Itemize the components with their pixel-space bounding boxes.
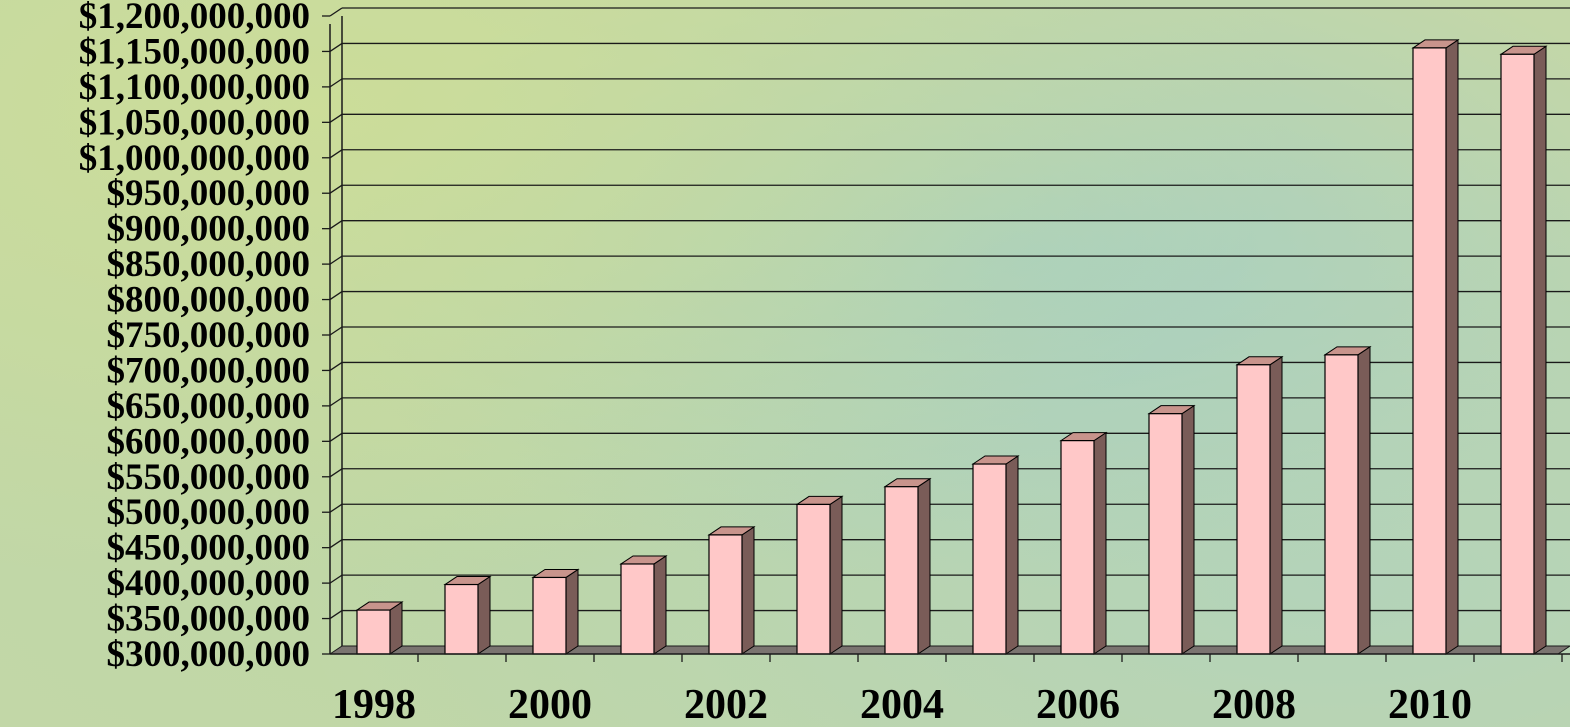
y-axis: $300,000,000$350,000,000$400,000,000$450… [79,0,331,675]
gridline-side [329,468,343,478]
bar-2001 [619,555,668,655]
bar-side [741,525,755,655]
bar-front [1324,354,1359,655]
bar-2006 [1059,431,1108,655]
gridline-side [329,503,343,513]
bar-2007 [1147,404,1196,655]
y-tick-label: $1,200,000,000 [79,0,310,37]
y-tick-label: $900,000,000 [107,209,311,250]
bar-front [884,486,919,655]
bar-2005 [971,455,1020,655]
y-tick-label: $800,000,000 [107,280,311,321]
gridline-side [329,42,343,52]
gridline-side [329,361,343,371]
bar-front [708,534,743,655]
y-tick-label: $550,000,000 [107,457,311,498]
x-tick-label: 2010 [1388,682,1472,727]
bar-front [972,463,1007,655]
bar-front [1060,440,1095,655]
x-tick-label: 2002 [684,682,768,727]
bar-side [917,477,931,655]
gridline-side [329,7,343,17]
gridline-side [329,78,343,88]
bar-side [1181,404,1195,655]
y-tick-label: $950,000,000 [107,173,311,214]
bar-2002 [707,525,756,655]
bar-front [1412,47,1447,655]
bar-side [829,495,843,655]
gridline-side [329,149,343,159]
bar-side [1357,345,1371,655]
y-tick-label: $1,150,000,000 [79,31,310,72]
bar-side [389,601,403,655]
bar-front [444,583,479,655]
y-tick-label: $400,000,000 [107,563,311,604]
bar-side [653,555,667,655]
y-tick-label: $850,000,000 [107,244,311,285]
x-tick-label: 2006 [1036,682,1120,727]
bar-2004 [883,477,932,655]
floor [328,645,1570,655]
gridline-side [329,326,343,336]
gridline-side [329,397,343,407]
bar-2009 [1323,345,1372,655]
y-tick-label: $450,000,000 [107,528,311,569]
bar-side [565,568,579,655]
gridline-side [329,610,343,620]
y-tick-label: $1,100,000,000 [79,67,310,108]
gridline-side [329,539,343,549]
bar-side [477,575,491,655]
bar-side [1005,455,1019,655]
y-tick-label: $600,000,000 [107,421,311,462]
bar-side [1269,355,1283,655]
bar-1999 [443,575,492,655]
bar-front [356,609,391,655]
bar-front [532,576,567,655]
y-tick-label: $300,000,000 [107,634,311,675]
y-tick-label: $700,000,000 [107,350,311,391]
bar-front [1500,53,1535,655]
y-tick-label: $750,000,000 [107,315,311,356]
gridline-side [329,113,343,123]
gridline-side [329,291,343,301]
bar-side [1445,38,1459,655]
gridline-side [329,432,343,442]
bar-1998 [355,601,404,655]
chart-floor [328,645,1570,655]
bar-2011 [1499,45,1548,655]
x-tick-label: 2000 [508,682,592,727]
y-tick-label: $650,000,000 [107,386,311,427]
y-tick-label: $500,000,000 [107,492,311,533]
y-tick-label: $350,000,000 [107,599,311,640]
y-tick-label: $1,000,000,000 [79,138,310,179]
x-tick-label: 2004 [860,682,944,727]
grid-layer [329,7,1570,646]
bar-2003 [795,495,844,655]
bar-2010 [1411,38,1460,655]
gridline-side [329,184,343,194]
bar-front [1236,364,1271,655]
gridline-side [329,574,343,584]
bars-layer [355,38,1548,655]
gridline-side [329,220,343,230]
bar-front [1148,413,1183,655]
bar-2000 [531,568,580,655]
bar-side [1533,45,1547,655]
bar-side [1093,431,1107,655]
x-tick-label: 1998 [332,682,416,727]
y-tick-label: $1,050,000,000 [79,102,310,143]
bar-2008 [1235,355,1284,655]
bar-front [796,503,831,655]
bar-front [620,563,655,655]
x-tick-label: 2008 [1212,682,1296,727]
gridline-side [329,255,343,265]
x-axis: 1998 2000 2002 2004 2006 2008 2010 [330,653,1570,727]
